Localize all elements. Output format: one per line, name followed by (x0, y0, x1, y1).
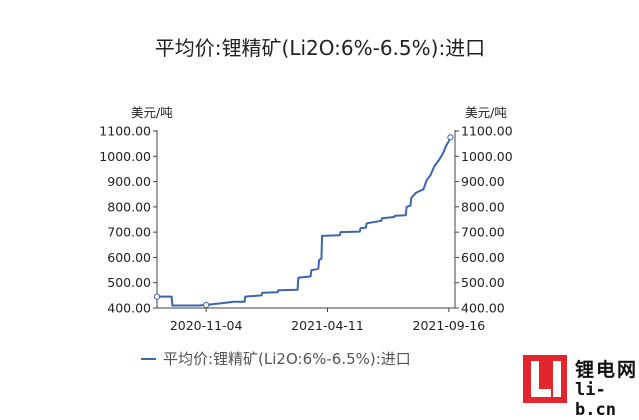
left-tick-label: 500.00 (107, 275, 151, 290)
right-tick-label: 800.00 (461, 199, 505, 214)
left-tick-label: 600.00 (107, 250, 151, 265)
chart-title: 平均价:锂精矿(Li2O:6%-6.5%):进口 (155, 36, 485, 60)
li-logo-icon (523, 355, 567, 403)
left-tick-label: 800.00 (107, 199, 151, 214)
x-tick-label: 2021-09-16 (413, 318, 486, 333)
right-tick-label: 600.00 (461, 250, 505, 265)
left-axis-unit: 美元/吨 (131, 105, 173, 120)
right-tick-label: 500.00 (461, 275, 505, 290)
chart: 平均价:锂精矿(Li2O:6%-6.5%):进口 美元/吨 美元/吨 1100.… (99, 36, 513, 368)
watermark-domain: li-b.cn (575, 380, 616, 420)
x-axis-ticks: 2020-11-04 2021-04-11 2021-09-16 (170, 308, 485, 333)
left-tick-label: 400.00 (107, 301, 151, 316)
right-tick-label: 900.00 (461, 174, 505, 189)
left-axis-ticks: 1100.00 1000.00 900.00 800.00 700.00 600.00 50… (99, 124, 157, 316)
x-tick-label: 2020-11-04 (170, 318, 243, 333)
watermark-logo: 锂电网 li-b.cn (523, 355, 639, 420)
left-tick-label: 900.00 (107, 174, 151, 189)
left-tick-label: 700.00 (107, 225, 151, 240)
right-tick-label: 1100.00 (461, 124, 513, 139)
right-axis-unit: 美元/吨 (465, 105, 507, 120)
right-axis-ticks: 1100.00 1000.00 900.00 800.00 700.00 600.00 50… (455, 124, 513, 316)
right-tick-label: 400.00 (461, 301, 505, 316)
series-end-marker (447, 134, 454, 141)
series-mid-marker (203, 301, 210, 309)
right-tick-label: 1000.00 (461, 149, 513, 164)
right-tick-label: 700.00 (461, 225, 505, 240)
left-tick-label: 1100.00 (99, 124, 151, 139)
watermark-name: 锂电网 (575, 359, 639, 381)
left-tick-label: 1000.00 (99, 149, 151, 164)
series-line (157, 136, 452, 307)
x-tick-label: 2021-04-11 (291, 318, 364, 333)
legend-label: 平均价:锂精矿(Li2O:6%-6.5%):进口 (163, 350, 411, 368)
series-start-marker (153, 293, 161, 300)
